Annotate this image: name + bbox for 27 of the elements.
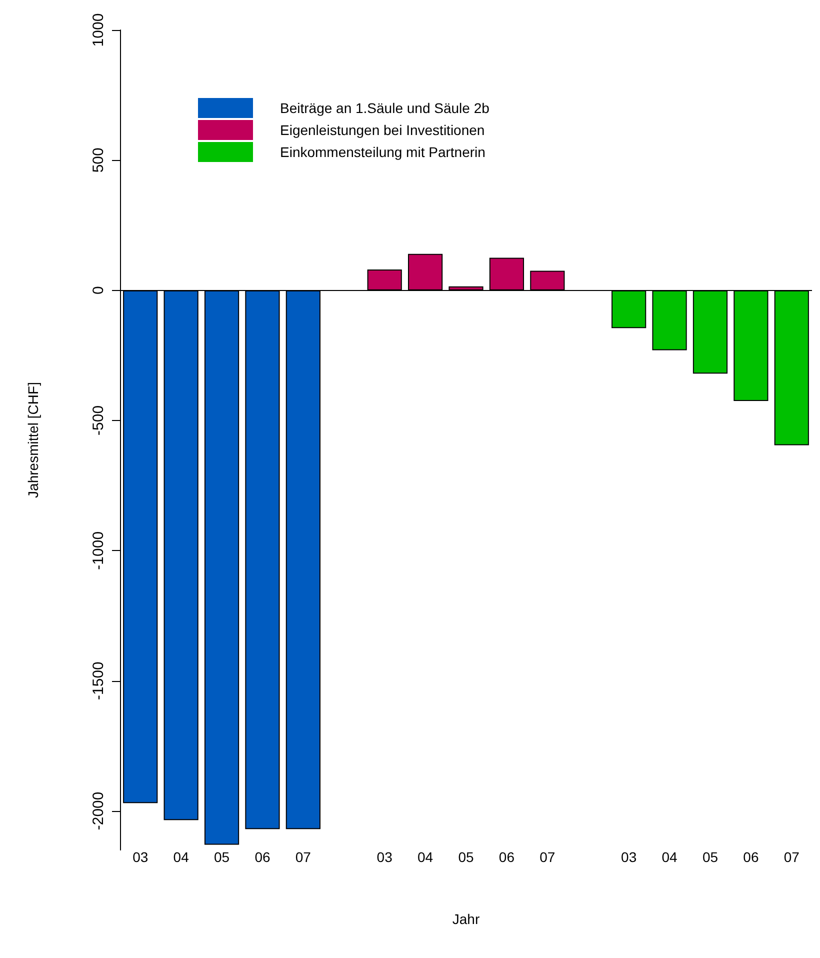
x-tick-label: 06 (254, 849, 270, 865)
x-tick-label: 04 (662, 849, 678, 865)
y-tick-label: 500 (90, 148, 107, 173)
y-tick-label: -500 (90, 405, 107, 436)
x-tick-label: 05 (214, 849, 230, 865)
x-tick-label: 03 (132, 849, 148, 865)
x-tick-label: 03 (376, 849, 393, 865)
x-tick-label: 06 (743, 849, 759, 865)
x-tick-label: 06 (498, 849, 515, 865)
legend-label: Eigenleistungen bei Investitionen (280, 122, 485, 138)
x-tick-label: 05 (458, 849, 474, 865)
x-tick-label: 07 (784, 849, 800, 865)
y-tick-label: 1000 (90, 13, 107, 47)
legend-label: Einkommensteilung mit Partnerin (280, 144, 486, 160)
x-tick-label: 07 (540, 849, 556, 865)
y-tick-label: -1500 (90, 662, 107, 700)
x-tick-label: 04 (418, 849, 434, 865)
y-tick-label: -1000 (90, 531, 107, 570)
y-axis-title: Jahresmittel [CHF] (25, 382, 41, 498)
y-tick-label: -2000 (90, 792, 107, 830)
x-tick-label: 04 (173, 849, 190, 865)
legend-label: Beiträge an 1.Säule und Säule 2b (280, 100, 490, 116)
x-tick-label: 07 (295, 849, 312, 865)
y-tick-label: 0 (90, 286, 107, 294)
x-axis-title: Jahr (452, 911, 480, 927)
x-tick-label: 05 (702, 849, 718, 865)
x-tick-label: 03 (621, 849, 637, 865)
